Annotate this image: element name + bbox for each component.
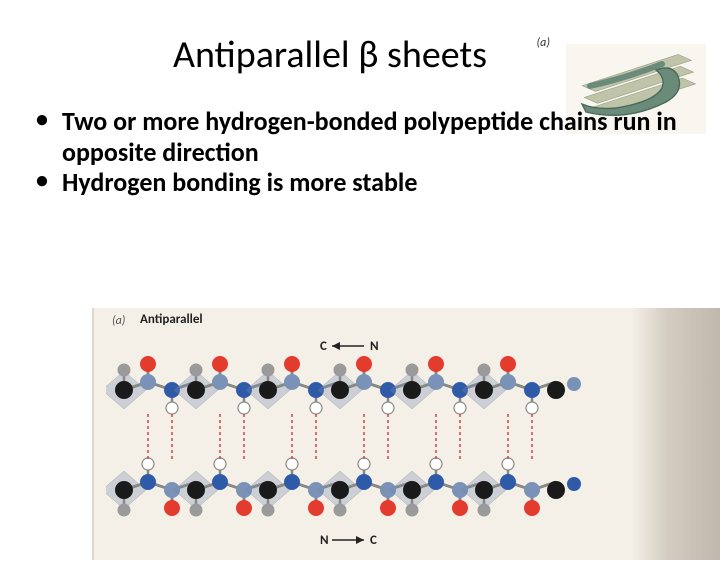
bottom-arrow-left: N — [320, 533, 329, 548]
top-arrow-right: N — [370, 339, 379, 354]
bottom-direction-arrow: N C — [320, 533, 377, 548]
molecule-svg: C N N C — [106, 334, 616, 552]
diagram-sub-label: (a) — [112, 314, 125, 328]
top-arrow-left: C — [320, 339, 327, 354]
bullet-item: Hydrogen bonding is more stable — [36, 167, 720, 198]
page-edge-shadow — [632, 308, 720, 560]
diagram-subtitle: Antiparallel — [140, 312, 203, 327]
molecule-diagram: (a) Antiparallel — [92, 308, 632, 560]
corner-label: (a) — [537, 36, 550, 50]
bullet-item: Two or more hydrogen-bonded polypeptide … — [36, 106, 720, 167]
bottom-arrow-right: C — [370, 533, 377, 548]
bullet-list: Two or more hydrogen-bonded polypeptide … — [36, 106, 720, 198]
top-direction-arrow: C N — [320, 339, 379, 354]
